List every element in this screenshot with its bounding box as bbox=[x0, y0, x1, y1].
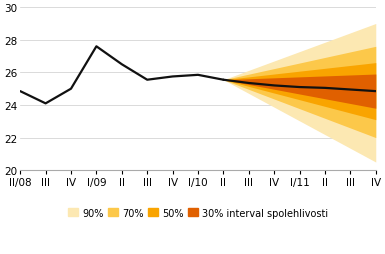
Legend: 90%, 70%, 50%, 30% interval spolehlivosti: 90%, 70%, 50%, 30% interval spolehlivost… bbox=[68, 208, 328, 218]
